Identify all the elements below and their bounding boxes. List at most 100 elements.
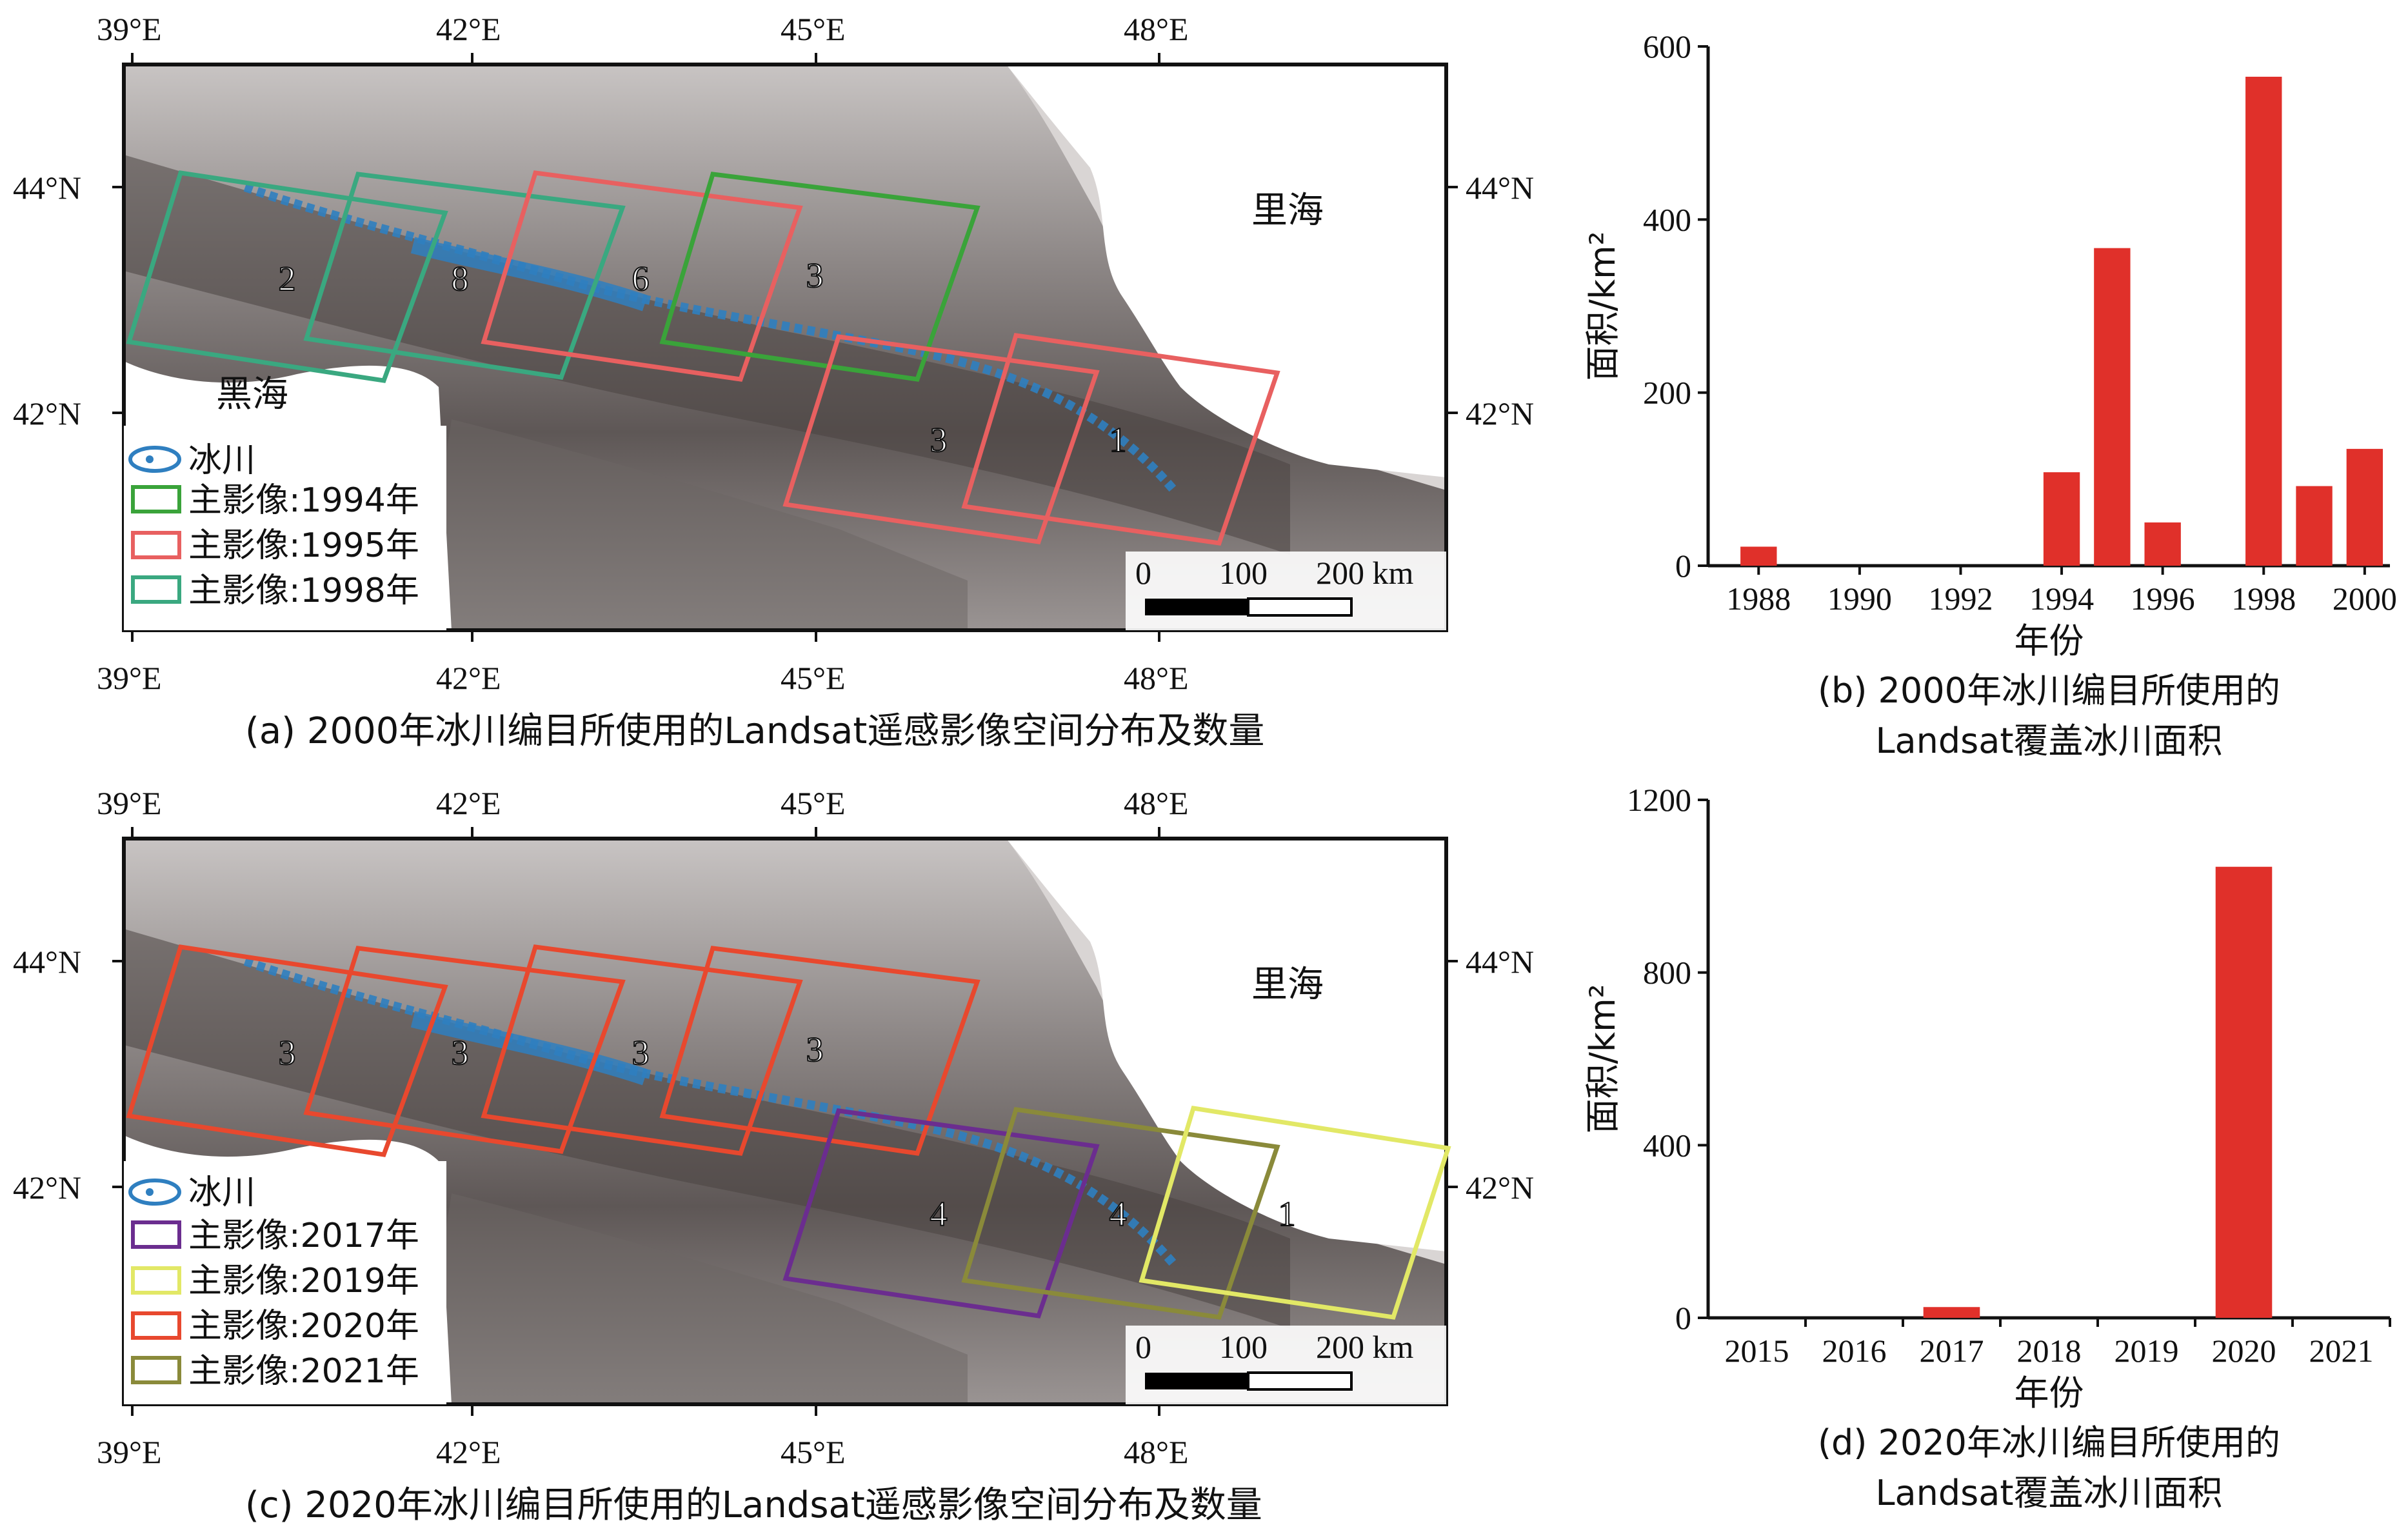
map-a-frame-count-4: 3: [806, 256, 824, 295]
lat-tick-42-right: 42°N: [1466, 395, 1534, 432]
scale-zero-a: 0: [1135, 555, 1151, 591]
glacier-legend-icon-c: [128, 1179, 181, 1206]
lon-tick-42-bottom: 42°E: [436, 660, 501, 696]
scale-bar-a: 0 100 200 km: [1126, 552, 1446, 630]
chart-d-ytick-label: 0: [1675, 1300, 1691, 1336]
legend-a: 冰川 主影像:1994年 主影像:1995年 主影像:1998年: [124, 426, 446, 630]
chart-b-caption-line1: (b) 2000年冰川编目所使用的: [1818, 670, 2280, 711]
chart-b-ytick-label: 600: [1643, 28, 1691, 65]
chart-d-caption-line2: Landsat覆盖冰川面积: [1875, 1473, 2222, 1513]
caption-c: (c) 2020年冰川编目所使用的Landsat遥感影像空间分布及数量: [245, 1484, 1262, 1526]
map-a-frame-count-1: 2: [279, 259, 296, 298]
legend-swatch-2021: [131, 1356, 181, 1384]
map-c-frame-count-1: 3: [279, 1033, 296, 1072]
lon-tick-45-bottom: 45°E: [781, 660, 846, 696]
caspian-sea-label: 里海: [1251, 190, 1324, 232]
legend-swatch-1995: [131, 531, 181, 559]
chart-b-xtick-label: 1998: [2231, 581, 2296, 617]
lon-tick-42-bottom-c: 42°E: [436, 1434, 501, 1470]
legend-swatch-1994: [131, 485, 181, 513]
legend-label-2019: 主影像:2019年: [188, 1262, 419, 1300]
lon-tick-48-top-c: 48°E: [1124, 785, 1189, 821]
image-frames-c: 3 3 3 3 4 4 1: [126, 944, 1451, 1320]
lat-tick-44-right-c: 44°N: [1466, 944, 1534, 980]
lon-tick-45-bottom-c: 45°E: [781, 1434, 846, 1470]
lat-tick-44-left-c: 44°N: [13, 944, 81, 980]
chart-b-ytick-label: 400: [1643, 201, 1691, 237]
map-c-frame-count-4: 3: [806, 1030, 824, 1069]
map-a-frame-4: [659, 172, 980, 382]
legend-swatch-1998: [131, 575, 181, 604]
black-sea-label: 黑海: [216, 373, 288, 415]
map-c-frame-2: [303, 946, 626, 1154]
chart-b-xlabel: 年份: [2015, 621, 2084, 661]
map-c-frame-count-6: 4: [1109, 1195, 1127, 1233]
scale-end-c: 200 km: [1316, 1329, 1414, 1365]
lon-tick-39-top-c: 39°E: [97, 785, 162, 821]
legend-label-2017: 主影像:2017年: [188, 1217, 419, 1255]
map-a-frame-count-6: 1: [1109, 421, 1127, 459]
map-c-frame-7: [1139, 1106, 1451, 1320]
chart-d-xtick-label: 2017: [1920, 1333, 1984, 1369]
chart-b-ylabel: 面积/km²: [1582, 232, 1623, 381]
chart-b-xtick-label: 1994: [2029, 581, 2094, 617]
chart-b-xtick-label: 2000: [2333, 581, 2397, 617]
chart-b-xtick-label: 1996: [2131, 581, 2195, 617]
chart-b-caption-line2: Landsat覆盖冰川面积: [1875, 721, 2222, 761]
legend-swatch-2019: [131, 1266, 181, 1295]
chart-d-xtick-label: 2021: [2309, 1333, 2374, 1369]
map-c-frame-6: [961, 1107, 1280, 1320]
legend-label-2021: 主影像:2021年: [188, 1352, 419, 1391]
lat-tick-44-left: 44°N: [13, 170, 81, 206]
chart-b-bar-1988: [1740, 546, 1777, 566]
chart-d-xtick-label: 2020: [2212, 1333, 2276, 1369]
map-c-frame-1: [126, 944, 448, 1157]
legend-label-glacier: 冰川: [188, 441, 255, 480]
chart-d-xlabel: 年份: [2015, 1373, 2084, 1413]
chart-b-xtick-label: 1990: [1827, 581, 1892, 617]
map-c-frame-3: [481, 944, 803, 1156]
chart-b-bar-1998: [2245, 76, 2282, 566]
map-a-frame-count-3: 6: [632, 259, 650, 298]
bar-chart-d: 0 400 800 1200 2015 2016 2017 2018 2019 2020 2021 面…: [1582, 782, 2391, 1513]
chart-d-ytick-label: 400: [1643, 1127, 1691, 1163]
image-frames-a: 2 8 6 3 3 1: [126, 170, 1280, 546]
legend-label-1994: 主影像:1994年: [188, 481, 419, 520]
lon-tick-45-top: 45°E: [781, 11, 846, 47]
chart-d-bar-2017: [1923, 1307, 1980, 1318]
scale-bar-c: 0 100 200 km: [1126, 1326, 1446, 1404]
lat-tick-42-right-c: 42°N: [1466, 1169, 1534, 1206]
caspian-sea-label-c: 里海: [1251, 964, 1324, 1006]
lon-tick-42-top: 42°E: [436, 11, 501, 47]
scale-mid-a: 100: [1219, 555, 1268, 591]
legend-label-1998: 主影像:1998年: [188, 572, 419, 610]
legend-swatch-2017: [131, 1220, 181, 1249]
chart-b-bar-1995: [2094, 248, 2131, 566]
lon-tick-48-top: 48°E: [1124, 11, 1189, 47]
map-c-frame-count-7: 1: [1279, 1195, 1296, 1233]
lon-tick-48-bottom-c: 48°E: [1124, 1434, 1189, 1470]
lon-tick-45-top-c: 45°E: [781, 785, 846, 821]
chart-b-bar-2000: [2346, 448, 2383, 566]
map-c-frame-count-3: 3: [632, 1033, 650, 1072]
chart-d-xtick-label: 2019: [2114, 1333, 2179, 1369]
legend-c: 冰川 主影像:2017年 主影像:2019年 主影像:2020年 主影像:202…: [124, 1161, 446, 1404]
caption-a: (a) 2000年冰川编目所使用的Landsat遥感影像空间分布及数量: [245, 710, 1264, 752]
chart-d-ylabel: 面积/km²: [1582, 984, 1623, 1134]
chart-b-bar-1996: [2144, 522, 2181, 566]
chart-d-ytick-label: 800: [1643, 955, 1691, 991]
lon-tick-39-bottom-c: 39°E: [97, 1434, 162, 1470]
chart-d-caption-line1: (d) 2020年冰川编目所使用的: [1818, 1422, 2280, 1463]
scale-mid-c: 100: [1219, 1329, 1268, 1365]
chart-b-xtick-label: 1988: [1726, 581, 1791, 617]
map-a-frame-6: [961, 333, 1280, 546]
scale-zero-c: 0: [1135, 1329, 1151, 1365]
map-a-frame-count-5: 3: [930, 421, 948, 459]
lat-tick-42-left: 42°N: [13, 395, 81, 432]
map-panel-a: 2 8 6 3 3 1: [112, 53, 1458, 642]
chart-b-bar-1994: [2043, 472, 2080, 566]
lat-tick-42-left-c: 42°N: [13, 1169, 81, 1206]
map-a-frame-2: [303, 172, 626, 380]
lat-tick-44-right: 44°N: [1466, 170, 1534, 206]
